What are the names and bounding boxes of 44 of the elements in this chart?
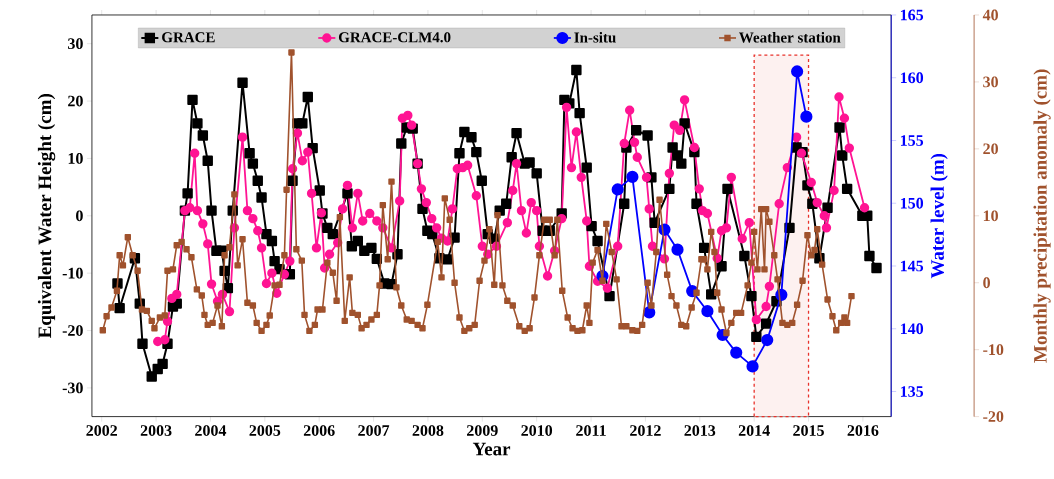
y2-tick-label: 140: [900, 323, 924, 335]
y3-tick-label: 40: [982, 9, 998, 21]
y-tick-label: -20: [62, 325, 83, 337]
y-tick-label: -30: [62, 382, 83, 394]
x-tick-label: 2013: [684, 425, 716, 437]
legend-label: GRACE: [162, 32, 215, 43]
y-tick-label: 0: [76, 210, 83, 222]
y3-tick-label: -10: [983, 344, 1004, 356]
y2-tick-label: 165: [900, 9, 924, 21]
y2-tick-label: 150: [900, 198, 924, 209]
y3-tick-label: -20: [983, 411, 1004, 423]
y-tick-label: 30: [68, 38, 83, 50]
y2-tick-label: 145: [900, 260, 924, 272]
x-tick-label: 2003: [140, 425, 172, 437]
x-tick-label: 2012: [630, 425, 661, 437]
y2-tick-label: 135: [900, 386, 924, 398]
x-tick-label: 2014: [738, 425, 770, 437]
x-tick-label: 2005: [249, 425, 281, 437]
y2-tick-label: 160: [900, 72, 924, 84]
y-axis-title: Equivalent Water Height (cm): [37, 94, 56, 339]
x-axis-title: Year: [472, 443, 511, 456]
y3-tick-label: 20: [983, 143, 998, 155]
x-tick-label: 2010: [521, 425, 553, 437]
x-tick-label: 2016: [847, 425, 879, 437]
y-tick-label: 20: [68, 95, 83, 107]
legend-label: In-situ: [574, 32, 616, 43]
x-tick-label: 2002: [86, 425, 118, 437]
x-tick-label: 2006: [303, 425, 335, 437]
x-tick-label: 2007: [358, 425, 390, 437]
legend-label: GRACE-CLM4.0: [338, 32, 451, 43]
y2-axis-title: Water level (m): [930, 154, 948, 279]
y3-tick-label: 30: [983, 76, 998, 88]
x-tick-label: 2011: [576, 425, 606, 437]
y2-tick-label: 155: [900, 135, 924, 147]
legend-label: Weather station: [739, 32, 841, 43]
x-tick-label: 2015: [793, 425, 824, 437]
y-tick-label: 10: [68, 153, 83, 165]
x-tick-label: 2008: [412, 425, 444, 437]
y3-axis-title: Monthly precipitation anomaly (cm): [1033, 69, 1051, 363]
y3-tick-label: 0: [983, 277, 990, 289]
y3-tick-label: 10: [983, 210, 998, 222]
x-tick-label: 2004: [195, 425, 227, 437]
y-tick-label: -10: [62, 268, 83, 279]
x-tick-label: 2009: [467, 425, 498, 437]
